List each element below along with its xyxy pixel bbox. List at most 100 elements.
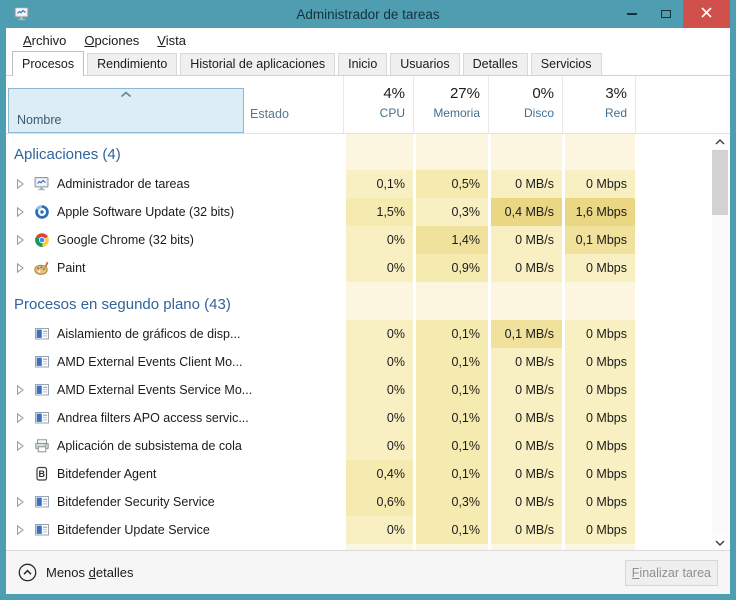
column-header-nombre[interactable]: Nombre bbox=[8, 88, 244, 133]
expand-chevron-icon[interactable] bbox=[15, 440, 28, 452]
column-divider bbox=[488, 76, 489, 133]
process-row[interactable]: B Bitdefender Agent 0,4% 0,1% 0 MB/s 0 Mbps bbox=[6, 460, 730, 488]
memoria-usage-percent: 27% bbox=[449, 85, 480, 102]
red-cell: 0 Mbps bbox=[562, 404, 635, 432]
column-header-red[interactable]: 3% Red bbox=[562, 76, 635, 133]
process-name: Bitdefender Security Service bbox=[57, 495, 215, 509]
scroll-down-icon[interactable] bbox=[712, 535, 728, 550]
cpu-cell: 0% bbox=[343, 320, 413, 348]
window-icon bbox=[34, 522, 50, 538]
process-row[interactable]: Paint 0% 0,9% 0 MB/s 0 Mbps bbox=[6, 254, 730, 282]
titlebar: Administrador de tareas bbox=[6, 0, 730, 28]
window-controls bbox=[615, 0, 730, 28]
disco-cell: 0 MB/s bbox=[488, 348, 562, 376]
memoria-cell: 0,1% bbox=[413, 320, 488, 348]
process-row[interactable]: Google Chrome (32 bits) 0% 1,4% 0 MB/s 0,1 M… bbox=[6, 226, 730, 254]
process-name: Administrador de tareas bbox=[57, 177, 190, 191]
scroll-up-icon[interactable] bbox=[712, 134, 728, 149]
sort-ascending-icon bbox=[119, 91, 133, 98]
apple-update-icon bbox=[34, 204, 50, 220]
column-header-estado[interactable]: Estado bbox=[250, 107, 289, 121]
memoria-cell: 0,3% bbox=[413, 488, 488, 516]
red-cell: 0 Mbps bbox=[562, 254, 635, 282]
disco-cell bbox=[488, 282, 562, 320]
process-list: Aplicaciones (4) Administrador de tareas 0… bbox=[6, 134, 730, 550]
maximize-button[interactable] bbox=[649, 0, 683, 28]
red-usage-percent: 3% bbox=[605, 85, 627, 102]
memoria-column-label: Memoria bbox=[433, 106, 480, 120]
minimize-button[interactable] bbox=[615, 0, 649, 28]
process-name-area: Apple Software Update (32 bits) bbox=[6, 198, 343, 226]
column-header-cpu[interactable]: 4% CPU bbox=[343, 76, 413, 133]
column-divider bbox=[562, 76, 563, 133]
group-header-row[interactable]: Procesos en segundo plano (43) bbox=[6, 282, 730, 320]
memoria-cell: 0,1% bbox=[413, 460, 488, 488]
process-row[interactable]: Aislamiento de gráficos de disp... 0% 0,1%… bbox=[6, 320, 730, 348]
expand-chevron-icon[interactable] bbox=[15, 524, 28, 536]
disco-cell bbox=[488, 134, 562, 170]
process-row[interactable]: Administrador de tareas 0,1% 0,5% 0 MB/s 0 M… bbox=[6, 170, 730, 198]
memoria-cell: 0,1% bbox=[413, 376, 488, 404]
vertical-scrollbar[interactable] bbox=[712, 134, 728, 550]
expand-chevron-icon[interactable] bbox=[15, 178, 28, 190]
close-button[interactable] bbox=[683, 0, 730, 28]
memoria-cell: 0,3% bbox=[413, 198, 488, 226]
tab-inicio[interactable]: Inicio bbox=[338, 53, 388, 75]
cpu-cell: 0% bbox=[343, 376, 413, 404]
list-filler-row bbox=[6, 544, 730, 550]
red-cell: 0 Mbps bbox=[562, 516, 635, 544]
menu-bar: Archivo Opciones Vista bbox=[6, 28, 730, 52]
column-header-memoria[interactable]: 27% Memoria bbox=[413, 76, 488, 133]
cpu-cell: 0,4% bbox=[343, 460, 413, 488]
cpu-cell: 0% bbox=[343, 432, 413, 460]
process-row[interactable]: Aplicación de subsistema de cola 0% 0,1% 0 … bbox=[6, 432, 730, 460]
expand-chevron-icon[interactable] bbox=[15, 234, 28, 246]
tab-historial-de-aplicaciones[interactable]: Historial de aplicaciones bbox=[180, 53, 336, 75]
process-name-area: Bitdefender Update Service bbox=[6, 516, 343, 544]
disco-cell: 0,1 MB/s bbox=[488, 320, 562, 348]
red-cell: 0 Mbps bbox=[562, 320, 635, 348]
process-name-area: Administrador de tareas bbox=[6, 170, 343, 198]
process-row[interactable]: AMD External Events Client Mo... 0% 0,1% 0 … bbox=[6, 348, 730, 376]
end-task-button[interactable]: Finalizar tarea bbox=[624, 559, 718, 586]
filler-spacer bbox=[6, 544, 343, 550]
process-row[interactable]: Andrea filters APO access servic... 0% 0,1… bbox=[6, 404, 730, 432]
red-cell: 0 Mbps bbox=[562, 432, 635, 460]
expand-chevron-icon[interactable] bbox=[15, 496, 28, 508]
process-name-area: Andrea filters APO access servic... bbox=[6, 404, 343, 432]
disco-cell bbox=[488, 544, 562, 550]
memoria-cell: 0,5% bbox=[413, 170, 488, 198]
process-row[interactable]: Bitdefender Security Service 0,6% 0,3% 0 MB… bbox=[6, 488, 730, 516]
process-row[interactable]: Apple Software Update (32 bits) 1,5% 0,3% 0… bbox=[6, 198, 730, 226]
disco-cell: 0 MB/s bbox=[488, 254, 562, 282]
scrollbar-thumb[interactable] bbox=[712, 150, 728, 215]
cpu-cell: 1,5% bbox=[343, 198, 413, 226]
group-header-row[interactable]: Aplicaciones (4) bbox=[6, 134, 730, 170]
cpu-cell: 0% bbox=[343, 348, 413, 376]
tab-rendimiento[interactable]: Rendimiento bbox=[87, 53, 178, 75]
process-row[interactable]: Bitdefender Update Service 0% 0,1% 0 MB/s 0 … bbox=[6, 516, 730, 544]
process-name: AMD External Events Service Mo... bbox=[57, 383, 253, 397]
cpu-cell: 0% bbox=[343, 226, 413, 254]
expand-chevron-icon[interactable] bbox=[15, 412, 28, 424]
cpu-cell: 0% bbox=[343, 404, 413, 432]
tab-procesos[interactable]: Procesos bbox=[12, 51, 85, 76]
expand-chevron-icon[interactable] bbox=[15, 206, 28, 218]
tab-usuarios[interactable]: Usuarios bbox=[390, 53, 460, 75]
column-header-disco[interactable]: 0% Disco bbox=[488, 76, 562, 133]
process-row[interactable]: AMD External Events Service Mo... 0% 0,1% 0… bbox=[6, 376, 730, 404]
red-cell bbox=[562, 282, 635, 320]
expand-chevron-icon[interactable] bbox=[15, 384, 28, 396]
menu-archivo[interactable]: Archivo bbox=[23, 32, 67, 48]
tab-detalles[interactable]: Detalles bbox=[462, 53, 528, 75]
tab-servicios[interactable]: Servicios bbox=[530, 53, 602, 75]
paint-icon bbox=[34, 260, 50, 276]
red-cell: 0 Mbps bbox=[562, 460, 635, 488]
process-name-area: Aplicación de subsistema de cola bbox=[6, 432, 343, 460]
menu-opciones[interactable]: Opciones bbox=[84, 32, 140, 48]
menu-vista[interactable]: Vista bbox=[157, 32, 186, 48]
group-name-area: Aplicaciones (4) bbox=[6, 134, 343, 170]
expand-chevron-icon[interactable] bbox=[15, 262, 28, 274]
disco-column-label: Disco bbox=[523, 106, 554, 120]
less-details-button[interactable]: Menos detalles bbox=[18, 563, 133, 582]
